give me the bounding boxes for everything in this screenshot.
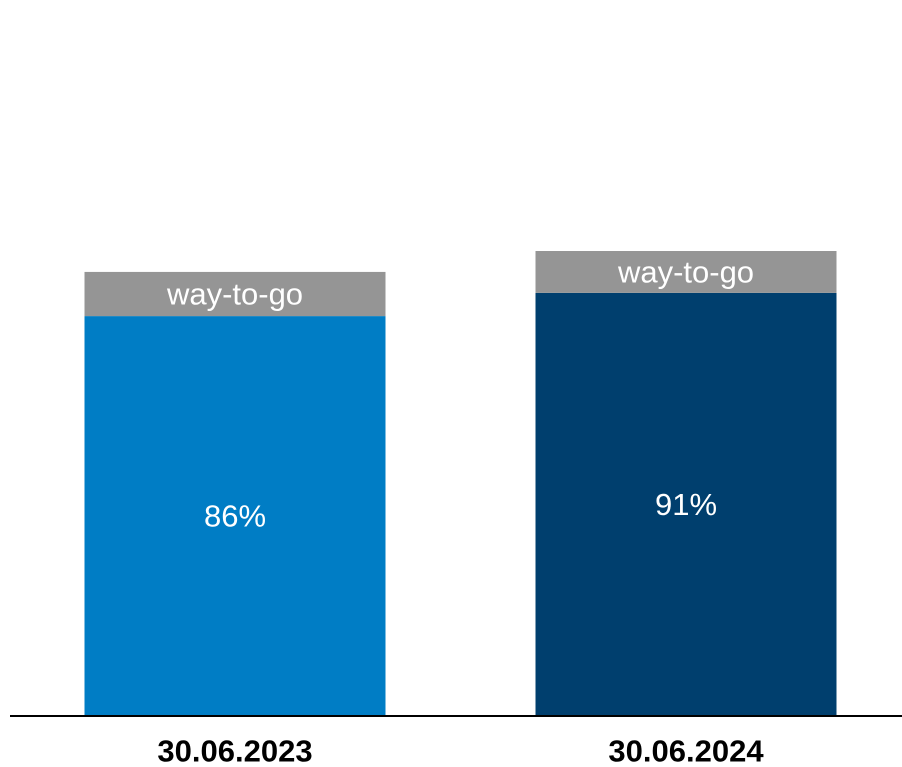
category-label-1: 30.06.2023 [157, 734, 312, 767]
bars-group [84, 251, 837, 716]
way-to-go-label-2: way-to-go [617, 254, 754, 289]
bar-way-to-go-1 [84, 271, 386, 317]
category-labels-group: 30.06.2023 30.06.2024 [157, 734, 764, 767]
bar-labels-group: 86% way-to-go 91% way-to-go [166, 254, 754, 533]
bar-achieved-2 [535, 292, 837, 716]
category-label-2: 30.06.2024 [608, 734, 764, 767]
way-to-go-label-1: way-to-go [166, 277, 303, 312]
bar-value-label-2: 91% [655, 487, 717, 522]
bar-value-label-1: 86% [204, 499, 266, 534]
bar-way-to-go-2 [535, 251, 837, 293]
bar-achieved-1 [84, 316, 386, 716]
